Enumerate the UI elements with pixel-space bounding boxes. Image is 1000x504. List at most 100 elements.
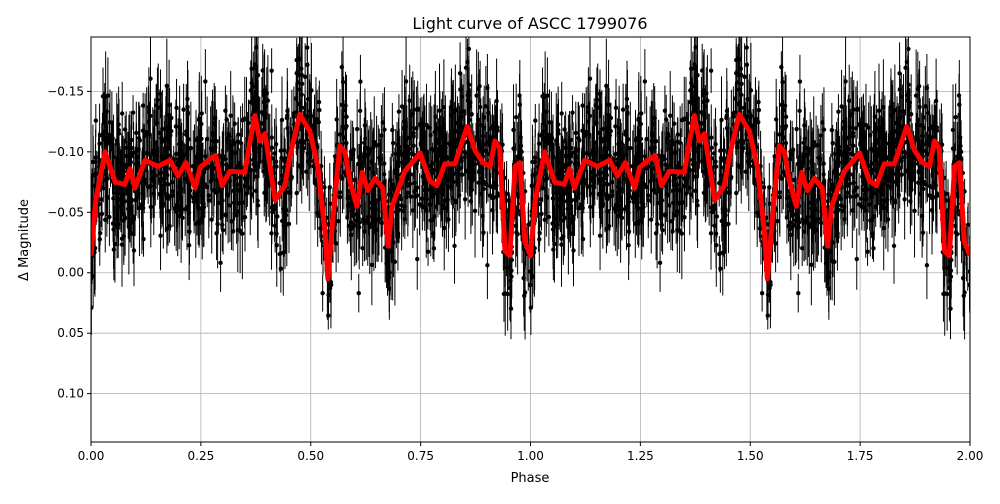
data-point <box>889 114 893 118</box>
data-point <box>951 128 955 132</box>
data-point <box>444 154 448 158</box>
data-point <box>668 163 672 167</box>
data-point <box>677 201 681 205</box>
data-point <box>569 146 573 150</box>
data-point <box>830 182 834 186</box>
data-point <box>357 291 361 295</box>
data-point <box>797 109 801 113</box>
data-point <box>514 224 518 228</box>
data-point <box>660 223 664 227</box>
data-point <box>643 154 647 158</box>
data-point <box>224 213 228 217</box>
data-point <box>897 71 901 75</box>
data-point <box>925 152 929 156</box>
data-point <box>270 210 274 214</box>
data-point <box>351 147 355 151</box>
data-point <box>673 151 677 155</box>
data-point <box>796 291 800 295</box>
data-point <box>305 114 309 118</box>
data-point <box>477 180 481 184</box>
data-point <box>358 79 362 83</box>
data-point <box>317 108 321 112</box>
data-point <box>365 153 369 157</box>
data-point <box>428 202 432 206</box>
data-point <box>544 173 548 177</box>
data-point <box>341 80 345 84</box>
data-point <box>953 224 957 228</box>
data-point <box>643 79 647 83</box>
data-point <box>419 143 423 147</box>
data-point <box>745 63 749 67</box>
data-point <box>343 104 347 108</box>
data-point <box>261 68 265 72</box>
data-point <box>174 203 178 207</box>
data-point <box>417 202 421 206</box>
data-point <box>791 147 795 151</box>
data-point <box>906 93 910 97</box>
data-point <box>469 112 473 116</box>
data-point <box>858 143 862 147</box>
data-point <box>186 112 190 116</box>
data-point <box>842 162 846 166</box>
data-point <box>432 246 436 250</box>
data-point <box>649 217 653 221</box>
data-point <box>581 237 585 241</box>
data-point <box>143 181 147 185</box>
data-point <box>722 224 726 228</box>
data-point <box>568 231 572 235</box>
data-point <box>160 140 164 144</box>
data-point <box>453 140 457 144</box>
data-point <box>218 261 222 265</box>
data-point <box>391 141 395 145</box>
data-point <box>413 194 417 198</box>
data-point <box>569 198 573 202</box>
data-point <box>670 142 674 146</box>
data-point <box>158 233 162 237</box>
data-point <box>397 109 401 113</box>
data-point <box>141 129 145 133</box>
data-point <box>892 129 896 133</box>
data-point <box>123 127 127 131</box>
data-point <box>598 179 602 183</box>
data-point <box>537 237 541 241</box>
data-point <box>571 248 575 252</box>
data-point <box>103 218 107 222</box>
data-point <box>165 84 169 88</box>
data-point <box>446 197 450 201</box>
data-point <box>853 194 857 198</box>
data-point <box>676 132 680 136</box>
data-point <box>844 195 848 199</box>
data-point <box>481 134 485 138</box>
data-point <box>391 182 395 186</box>
data-point <box>137 136 141 140</box>
data-point <box>824 261 828 265</box>
data-point <box>437 108 441 112</box>
data-point <box>210 217 214 221</box>
data-point <box>762 185 766 189</box>
data-point <box>402 162 406 166</box>
data-point <box>665 193 669 197</box>
data-point <box>878 145 882 149</box>
data-point <box>130 198 134 202</box>
data-point <box>678 141 682 145</box>
data-point <box>851 134 855 138</box>
data-point <box>526 223 530 227</box>
data-point <box>700 68 704 72</box>
data-point <box>491 196 495 200</box>
data-point <box>844 148 848 152</box>
data-point <box>580 129 584 133</box>
data-point <box>660 228 664 232</box>
data-point <box>279 267 283 271</box>
data-point <box>857 202 861 206</box>
data-point <box>305 63 309 67</box>
data-point <box>505 292 509 296</box>
data-point <box>821 172 825 176</box>
data-point <box>280 173 284 177</box>
data-point <box>953 115 957 119</box>
data-point <box>404 195 408 199</box>
data-point <box>344 141 348 145</box>
data-point <box>458 71 462 75</box>
data-point <box>278 181 282 185</box>
data-point <box>326 313 330 317</box>
data-point <box>100 212 104 216</box>
